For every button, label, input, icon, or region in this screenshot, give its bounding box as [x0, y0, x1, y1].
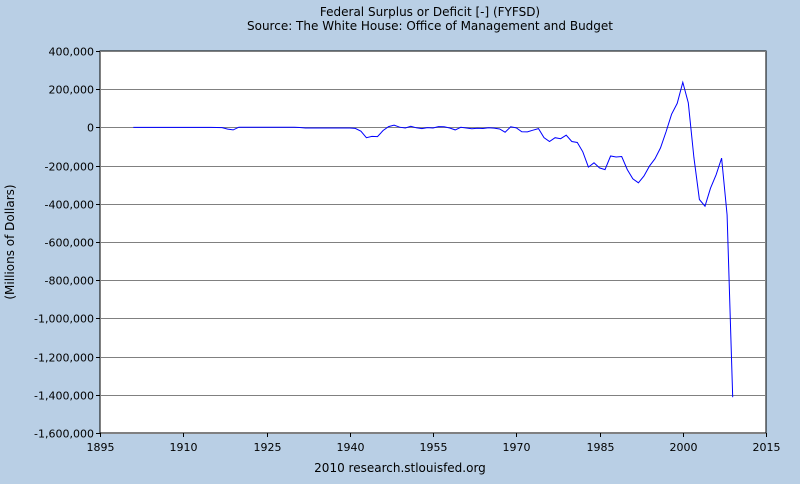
y-tick-label: -1,200,000	[34, 352, 94, 365]
y-tick-label: 0	[87, 122, 94, 135]
chart-title: Federal Surplus or Deficit [-] (FYFSD)	[320, 5, 540, 19]
x-tick-label: 2000	[670, 441, 698, 454]
y-tick-label: -1,600,000	[34, 428, 94, 441]
chart-subtitle: Source: The White House: Office of Manag…	[247, 19, 613, 33]
x-tick-label: 1955	[420, 441, 448, 454]
x-tick-label: 1970	[503, 441, 531, 454]
y-axis-ticks: 400,000 200,000 0 -200,000 -400,000 -600,000 -…	[34, 46, 100, 441]
y-tick-label: -1,400,000	[34, 390, 94, 403]
y-tick-label: 200,000	[49, 84, 95, 97]
y-tick-label: -400,000	[45, 199, 94, 212]
y-tick-label: -600,000	[45, 237, 94, 250]
chart-footer: 2010 research.stlouisfed.org	[314, 461, 486, 475]
x-tick-label: 1895	[87, 441, 115, 454]
x-tick-label: 1925	[254, 441, 282, 454]
x-tick-label: 1940	[337, 441, 365, 454]
series-line-fyfsd	[133, 80, 734, 398]
gridlines	[100, 51, 766, 434]
y-tick-label: -800,000	[45, 275, 94, 288]
x-axis-ticks: 1895 1910 1925 1940 1955 1970 1985 2000 2015	[87, 433, 781, 454]
y-axis-label: (Millions of Dollars)	[3, 184, 17, 299]
y-tick-label: 400,000	[49, 46, 95, 59]
x-tick-label: 1910	[170, 441, 198, 454]
x-tick-label: 2015	[753, 441, 781, 454]
y-tick-label: -1,000,000	[34, 313, 94, 326]
y-tick-label: -200,000	[45, 161, 94, 174]
x-tick-label: 1985	[587, 441, 615, 454]
